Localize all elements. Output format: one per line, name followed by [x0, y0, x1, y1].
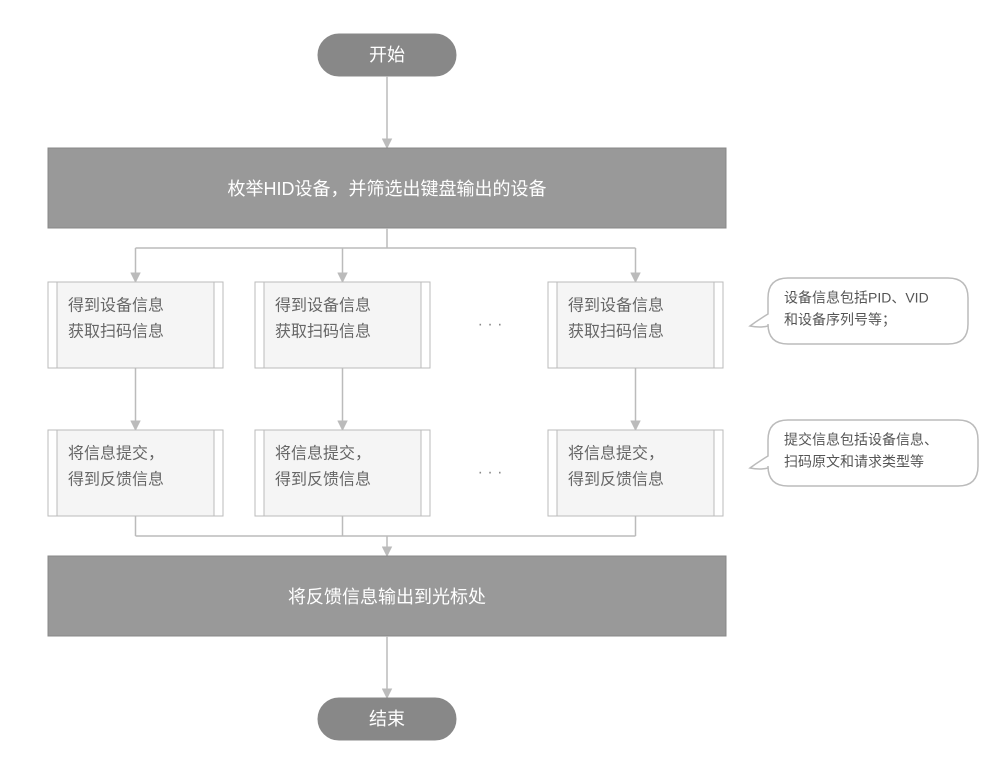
svg-text:得到设备信息: 得到设备信息 — [568, 296, 664, 314]
svg-text:获取扫码信息: 获取扫码信息 — [275, 322, 371, 340]
callout-bubble-1: 设备信息包括PID、VID 和设备序列号等； — [750, 278, 968, 344]
svg-text:扫码原文和请求类型等: 扫码原文和请求类型等 — [784, 453, 924, 469]
svg-text:得到反馈信息: 得到反馈信息 — [68, 470, 164, 488]
svg-text:和设备序列号等；: 和设备序列号等； — [784, 311, 896, 328]
row2-ellipsis: · · · — [478, 464, 503, 481]
svg-text:获取扫码信息: 获取扫码信息 — [568, 322, 664, 340]
svg-text:得到反馈信息: 得到反馈信息 — [275, 470, 371, 488]
row1-ellipsis: · · · — [478, 316, 503, 333]
svg-text:得到反馈信息: 得到反馈信息 — [568, 470, 664, 488]
svg-text:获取扫码信息: 获取扫码信息 — [68, 322, 164, 340]
row1-box-2: 得到设备信息 获取扫码信息 — [255, 282, 430, 368]
row1-box-3: 得到设备信息 获取扫码信息 — [548, 282, 723, 368]
svg-text:将信息提交，: 将信息提交， — [68, 444, 164, 462]
enum-label: 枚举HID设备，并筛选出键盘输出的设备 — [228, 179, 547, 199]
start-label: 开始 — [369, 45, 405, 65]
end-node: 结束 — [318, 698, 456, 740]
output-label: 将反馈信息输出到光标处 — [288, 587, 486, 607]
start-node: 开始 — [318, 34, 456, 76]
connector-row2-merge — [136, 516, 636, 556]
svg-text:提交信息包括设备信息、: 提交信息包括设备信息、 — [784, 431, 938, 447]
svg-text:将信息提交，: 将信息提交， — [275, 444, 371, 462]
enum-box: 枚举HID设备，并筛选出键盘输出的设备 — [48, 148, 726, 228]
row2-box-2: 将信息提交， 得到反馈信息 — [255, 430, 430, 516]
row1-box-1: 得到设备信息 获取扫码信息 — [48, 282, 223, 368]
flowchart-canvas: 开始 枚举HID设备，并筛选出键盘输出的设备 得到设备信息 获取扫码信息 得到设… — [0, 0, 1000, 766]
svg-text:得到设备信息: 得到设备信息 — [68, 296, 164, 314]
row2-box-3: 将信息提交， 得到反馈信息 — [548, 430, 723, 516]
svg-text:将信息提交，: 将信息提交， — [568, 444, 664, 462]
row2-box-1: 将信息提交， 得到反馈信息 — [48, 430, 223, 516]
end-label: 结束 — [369, 709, 405, 729]
output-box: 将反馈信息输出到光标处 — [48, 556, 726, 636]
svg-text:得到设备信息: 得到设备信息 — [275, 296, 371, 314]
svg-text:设备信息包括PID、VID: 设备信息包括PID、VID — [784, 289, 929, 305]
connector-enum-split — [136, 228, 636, 282]
callout-bubble-2: 提交信息包括设备信息、 扫码原文和请求类型等 — [750, 420, 978, 486]
